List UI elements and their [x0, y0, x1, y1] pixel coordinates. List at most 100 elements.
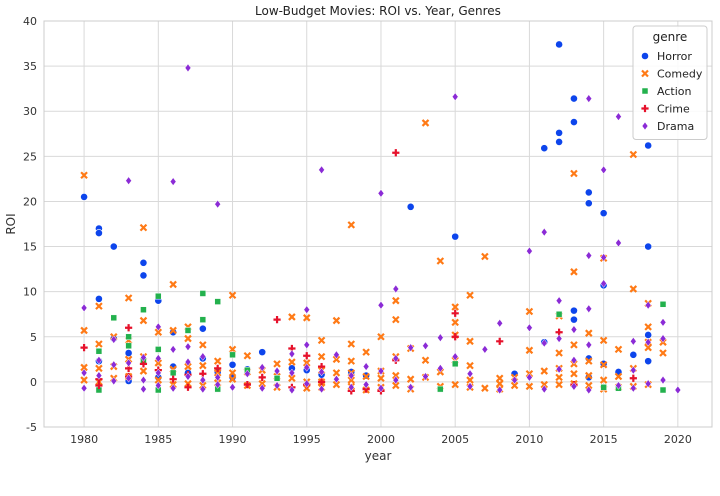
x-tick-label: 2020 [664, 433, 692, 446]
comedy-point [273, 360, 281, 368]
comedy-point [555, 380, 563, 389]
drama-point [140, 375, 147, 385]
drama-point [541, 338, 548, 348]
comedy-point [644, 343, 652, 352]
y-tick-label: -5 [26, 421, 37, 434]
action-point [199, 290, 207, 297]
drama-point [422, 341, 429, 351]
drama-point [377, 300, 385, 310]
comedy-point [629, 150, 638, 159]
drama-point [659, 318, 667, 327]
action-point [659, 386, 667, 394]
comedy-point [392, 315, 400, 324]
drama-point [273, 366, 281, 376]
y-tick-label: 5 [30, 331, 37, 344]
action-point [110, 314, 118, 322]
comedy-point [184, 362, 192, 371]
drama-point [407, 343, 414, 352]
comedy-point [258, 379, 266, 388]
crime-point [258, 373, 266, 381]
comedy-point [510, 381, 519, 390]
comedy-point [332, 369, 341, 377]
drama-point [555, 364, 563, 374]
horror-point [540, 144, 549, 153]
y-tick-label: 20 [23, 195, 37, 208]
comedy-point [570, 268, 578, 276]
drama-point [155, 354, 162, 363]
action-point [140, 306, 147, 313]
crime-point [243, 380, 251, 389]
comedy-point [570, 169, 578, 178]
x-tick-label: 1990 [219, 433, 247, 446]
comedy-point [228, 291, 237, 300]
horror-point [570, 306, 578, 315]
crime-point [125, 324, 133, 332]
chart-title: Low-Budget Movies: ROI vs. Year, Genres [255, 4, 501, 18]
comedy-point [332, 380, 341, 389]
drama-point [125, 176, 132, 186]
horror-point [570, 315, 578, 324]
drama-point [644, 379, 652, 389]
drama-point [125, 358, 132, 368]
comedy-point [213, 369, 222, 377]
drama-point [214, 380, 221, 389]
drama-point [155, 368, 162, 378]
action-point [125, 333, 132, 341]
comedy-point [525, 382, 534, 391]
comedy-point [362, 348, 370, 356]
drama-point [437, 333, 444, 342]
series-drama [80, 63, 682, 395]
drama-point [392, 354, 400, 363]
comedy-point [288, 358, 296, 366]
action-point [169, 369, 177, 377]
crime-point [214, 364, 222, 372]
comedy-point [80, 376, 88, 384]
drama-point [541, 227, 548, 237]
comedy-point [243, 351, 252, 360]
comedy-point [555, 349, 563, 357]
comedy-point [614, 372, 623, 381]
drama-point [407, 382, 414, 392]
horror-point [584, 199, 593, 208]
horror-point [124, 349, 133, 357]
drama-point [422, 372, 429, 381]
drama-point [169, 345, 177, 354]
drama-point [169, 177, 177, 186]
drama-point [659, 375, 667, 385]
comedy-point [599, 360, 608, 369]
drama-point [570, 325, 578, 334]
drama-point [140, 353, 147, 362]
y-axis-label: ROI [4, 213, 18, 234]
drama-point [184, 63, 192, 73]
comedy-point [199, 361, 207, 370]
comedy-point [139, 367, 148, 375]
drama-point [258, 363, 266, 372]
drama-point [615, 238, 622, 248]
comedy-point [451, 318, 459, 327]
comedy-point [585, 371, 593, 380]
horror-point [80, 193, 88, 201]
legend-marker-comedy [641, 69, 649, 78]
drama-point [288, 385, 296, 395]
drama-point [214, 199, 221, 209]
drama-point [362, 362, 370, 371]
drama-point [630, 336, 637, 346]
action-point [451, 360, 459, 368]
comedy-point [436, 257, 445, 265]
legend-items: Horror Comedy Action Crime Drama [641, 50, 703, 133]
comedy-point [466, 376, 474, 384]
legend-label-crime: Crime [657, 103, 690, 116]
comedy-point [139, 316, 148, 325]
comedy-point [644, 323, 652, 331]
comedy-point [525, 307, 534, 316]
legend-box [632, 25, 708, 140]
comedy-point [302, 384, 311, 392]
drama-point [630, 365, 637, 375]
drama-point [600, 165, 607, 175]
comedy-point [154, 328, 163, 337]
comedy-point [466, 337, 474, 346]
crime-point [496, 337, 504, 345]
horror-point [644, 331, 653, 339]
